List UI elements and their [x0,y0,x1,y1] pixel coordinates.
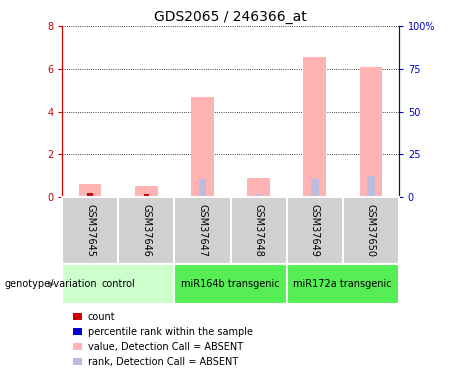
Bar [199,179,207,197]
Text: genotype/variation: genotype/variation [5,279,97,289]
Bar [118,197,174,264]
Bar [73,328,82,335]
Bar [287,264,399,304]
Bar [303,57,326,197]
Bar [230,197,287,264]
Title: GDS2065 / 246366_at: GDS2065 / 246366_at [154,10,307,24]
Text: control: control [101,279,135,289]
Bar [311,179,319,197]
Bar [143,194,149,197]
Text: GSM37649: GSM37649 [310,204,319,257]
Bar [62,197,118,264]
Bar [73,343,82,350]
Bar [174,264,287,304]
Text: rank, Detection Call = ABSENT: rank, Detection Call = ABSENT [88,357,238,367]
Bar [88,193,93,197]
Bar [256,196,261,197]
Bar [135,186,158,197]
Bar [367,176,375,197]
Text: GSM37646: GSM37646 [142,204,151,257]
Bar [360,67,382,197]
Bar [200,196,205,197]
Text: GSM37650: GSM37650 [366,204,376,257]
Bar [343,197,399,264]
Text: miR172a transgenic: miR172a transgenic [293,279,392,289]
Bar [86,193,94,197]
Text: miR164b transgenic: miR164b transgenic [181,279,280,289]
Bar [287,197,343,264]
Bar [174,197,230,264]
Text: GSM37647: GSM37647 [197,204,207,257]
Bar [368,196,373,197]
Text: percentile rank within the sample: percentile rank within the sample [88,327,253,337]
Bar [247,178,270,197]
Bar [254,194,262,197]
Text: value, Detection Call = ABSENT: value, Detection Call = ABSENT [88,342,242,352]
Bar [73,313,82,320]
Text: GSM37648: GSM37648 [254,204,264,257]
Text: count: count [88,312,115,322]
Bar [73,358,82,365]
Bar [62,264,174,304]
Bar [79,184,101,197]
Bar [191,97,214,197]
Text: GSM37645: GSM37645 [85,204,95,257]
Bar [312,196,318,197]
